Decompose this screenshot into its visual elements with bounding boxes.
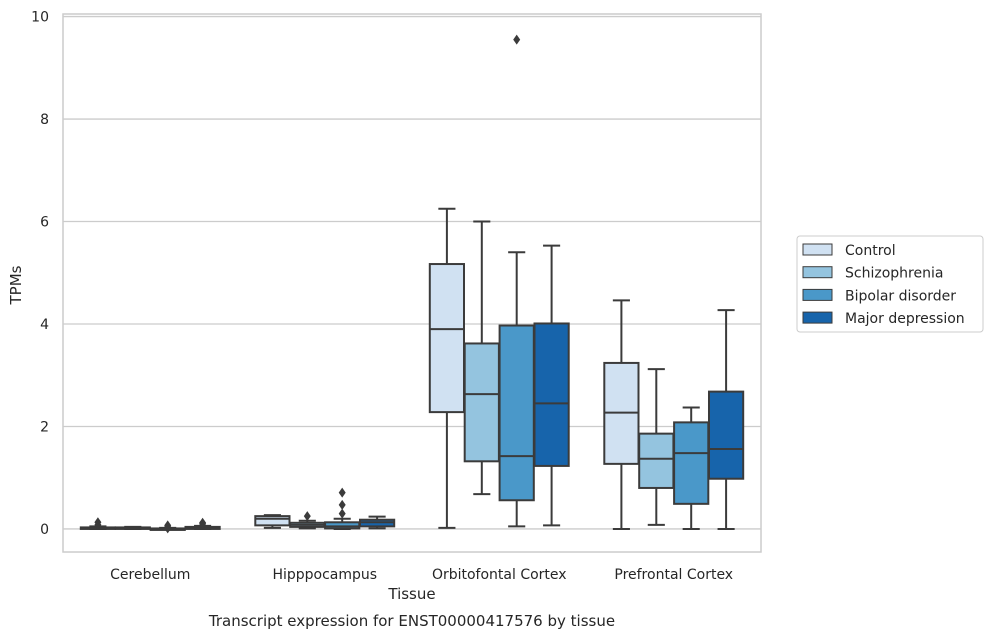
box-body bbox=[498, 324, 535, 502]
y-tick-label: 4 bbox=[40, 317, 49, 333]
box-body bbox=[673, 421, 710, 505]
box-schizophrenia bbox=[114, 525, 151, 530]
x-axis-label: Tissue bbox=[387, 585, 435, 603]
box-body bbox=[254, 515, 291, 527]
box-major-depression bbox=[707, 309, 745, 530]
x-axis-ticks: Cerebellum Hipppocampus Orbitofontal Corte… bbox=[110, 567, 733, 583]
legend-label: Major depression bbox=[845, 311, 965, 327]
box-groups bbox=[79, 34, 745, 534]
legend-swatch bbox=[802, 266, 833, 279]
outlier-point bbox=[303, 511, 311, 522]
legend: Control Schizophrenia Bipolar disorder Majo… bbox=[796, 235, 984, 333]
y-axis-ticks: 0 2 4 6 8 10 bbox=[31, 10, 49, 538]
box-body bbox=[428, 263, 466, 414]
legend-label: Control bbox=[845, 243, 896, 259]
box-major-depression bbox=[533, 244, 570, 527]
y-tick-label: 8 bbox=[40, 112, 49, 128]
box-body bbox=[707, 390, 745, 480]
grid-lines bbox=[63, 15, 761, 530]
y-axis-label: TPMs bbox=[7, 265, 25, 305]
y-tick-label: 0 bbox=[40, 522, 49, 538]
legend-label: Schizophrenia bbox=[845, 266, 943, 282]
box-body bbox=[324, 521, 361, 530]
y-tick-label: 2 bbox=[40, 419, 49, 435]
box-control bbox=[603, 299, 640, 530]
plot-frame bbox=[62, 13, 762, 553]
outlier-point bbox=[338, 499, 346, 510]
y-tick-label: 10 bbox=[31, 10, 49, 26]
box-schizophrenia bbox=[463, 220, 500, 496]
outlier-point bbox=[338, 487, 346, 498]
x-tick-label: Orbitofontal Cortex bbox=[432, 567, 567, 583]
legend-swatch bbox=[802, 288, 833, 301]
box-schizophrenia bbox=[289, 511, 326, 530]
box-control bbox=[79, 517, 117, 530]
outlier-point bbox=[164, 523, 172, 534]
x-tick-label: Cerebellum bbox=[110, 567, 190, 583]
box-major-depression bbox=[358, 515, 396, 530]
x-tick-label: Prefrontal Cortex bbox=[614, 567, 733, 583]
box-bipolar-disorder bbox=[673, 406, 710, 530]
box-body bbox=[638, 432, 675, 489]
outlier-point bbox=[199, 518, 207, 529]
outlier-point bbox=[338, 508, 346, 519]
legend-swatch bbox=[802, 311, 833, 324]
outlier-point bbox=[513, 34, 521, 45]
box-control bbox=[428, 207, 466, 529]
legend-swatch bbox=[802, 243, 833, 256]
box-bipolar-disorder bbox=[324, 487, 361, 530]
box-control bbox=[254, 514, 291, 529]
box-bipolar-disorder bbox=[498, 34, 535, 528]
box-body bbox=[463, 342, 500, 463]
x-tick-label: Hipppocampus bbox=[272, 567, 377, 583]
y-tick-label: 6 bbox=[40, 215, 49, 231]
box-bipolar-disorder bbox=[149, 520, 186, 534]
box-schizophrenia bbox=[638, 368, 675, 526]
chart-caption: Transcript expression for ENST0000041757… bbox=[208, 612, 615, 630]
legend-label: Bipolar disorder bbox=[845, 288, 956, 304]
legend-frame bbox=[796, 235, 984, 333]
box-major-depression bbox=[184, 517, 221, 530]
box-body bbox=[533, 322, 570, 467]
outlier-point bbox=[94, 519, 102, 530]
